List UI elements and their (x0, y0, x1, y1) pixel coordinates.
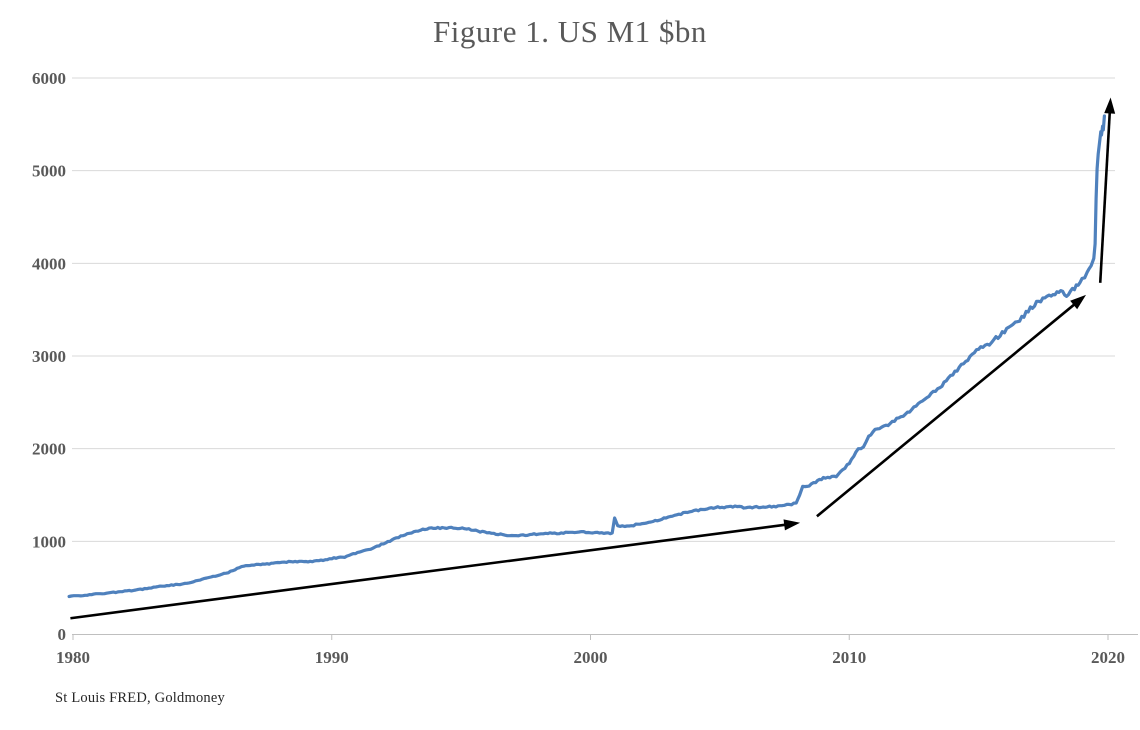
trend-arrow-1980-2008-shaft (70, 522, 791, 620)
x-tick-label-2010: 2010 (832, 648, 866, 667)
y-tick-label-4000: 4000 (32, 254, 66, 273)
m1-series-line (67, 114, 1107, 599)
trend-arrow-2008-2019-shaft (816, 299, 1080, 518)
x-tick-label-2000: 2000 (574, 648, 608, 667)
x-tick-label-1980: 1980 (56, 648, 90, 667)
y-tick-label-6000: 6000 (32, 69, 66, 88)
chart-title: Figure 1. US M1 $bn (433, 14, 707, 49)
trend-arrow-2020-spike-head (1104, 97, 1116, 114)
trend-arrow-2020-spike-shaft (1098, 106, 1112, 283)
x-tick-label-1990: 1990 (315, 648, 349, 667)
y-tick-label-3000: 3000 (32, 347, 66, 366)
y-tick-label-0: 0 (58, 625, 67, 644)
source-note: St Louis FRED, Goldmoney (55, 690, 225, 706)
trend-arrow-2008-2019-head (1070, 294, 1087, 310)
trend-arrow-1980-2008-head (783, 519, 801, 531)
x-tick-label-2020: 2020 (1091, 648, 1125, 667)
y-tick-label-1000: 1000 (32, 532, 66, 551)
y-tick-label-2000: 2000 (32, 440, 66, 459)
y-tick-label-5000: 5000 (32, 162, 66, 181)
